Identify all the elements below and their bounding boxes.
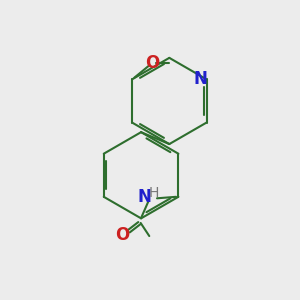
Text: H: H: [148, 186, 159, 200]
Text: O: O: [145, 54, 159, 72]
Text: O: O: [116, 226, 130, 244]
Text: N: N: [137, 188, 151, 206]
Text: N: N: [194, 70, 208, 88]
